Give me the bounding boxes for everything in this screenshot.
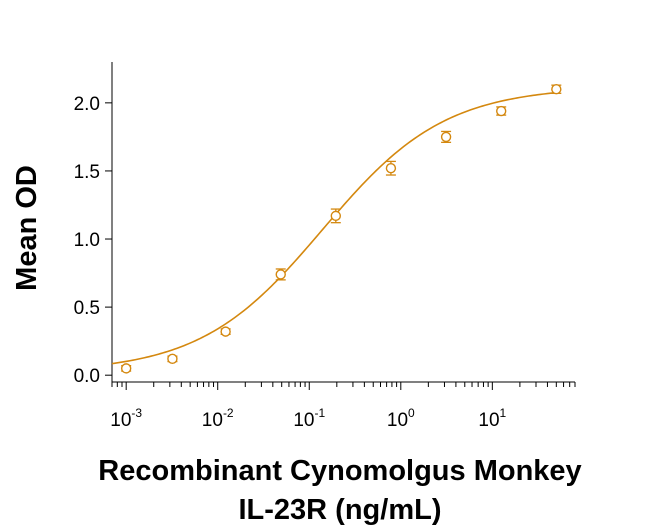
data-marker [330, 210, 342, 222]
data-marker [385, 163, 397, 174]
data-marker [551, 84, 562, 95]
x-tick-label: 100 [387, 406, 415, 431]
y-axis-ticks: 0.0 0.5 1.0 1.5 2.0 [74, 94, 112, 387]
y-tick-label: 1.5 [74, 162, 100, 183]
x-axis-title-line2: IL-23R (ng/mL) [239, 494, 442, 526]
data-marker [120, 363, 132, 374]
x-tick-label: 10-2 [202, 406, 234, 431]
y-axis-title: Mean OD [11, 165, 43, 291]
data-marker [167, 353, 178, 365]
x-axis-ticks: 10-3 10-2 10-1 100 101 [110, 382, 576, 431]
x-axis-title-line1: Recombinant Cynomolgus Monkey [98, 455, 581, 487]
data-marker [220, 326, 231, 337]
data-marker [275, 269, 286, 280]
data-point [551, 84, 562, 95]
fit-curve [111, 91, 559, 365]
data-marker [496, 105, 507, 117]
data-point [496, 105, 507, 117]
data-point [385, 160, 397, 176]
x-tick-label: 10-1 [293, 406, 325, 431]
data-point [275, 268, 286, 281]
y-tick-label: 2.0 [74, 94, 100, 115]
data-marker [440, 131, 452, 143]
fit-curve-group [111, 91, 559, 365]
data-point [220, 326, 231, 337]
data-points [120, 84, 562, 374]
x-tick-label: 10-3 [110, 406, 142, 431]
data-point [330, 208, 342, 224]
data-point [440, 130, 452, 143]
y-tick-label: 1.0 [74, 230, 100, 251]
y-tick-label: 0.0 [74, 366, 100, 387]
x-tick-label: 101 [478, 406, 506, 431]
axes [111, 62, 575, 383]
y-tick-label: 0.5 [74, 298, 100, 319]
data-point [120, 363, 132, 374]
data-point [167, 353, 178, 365]
